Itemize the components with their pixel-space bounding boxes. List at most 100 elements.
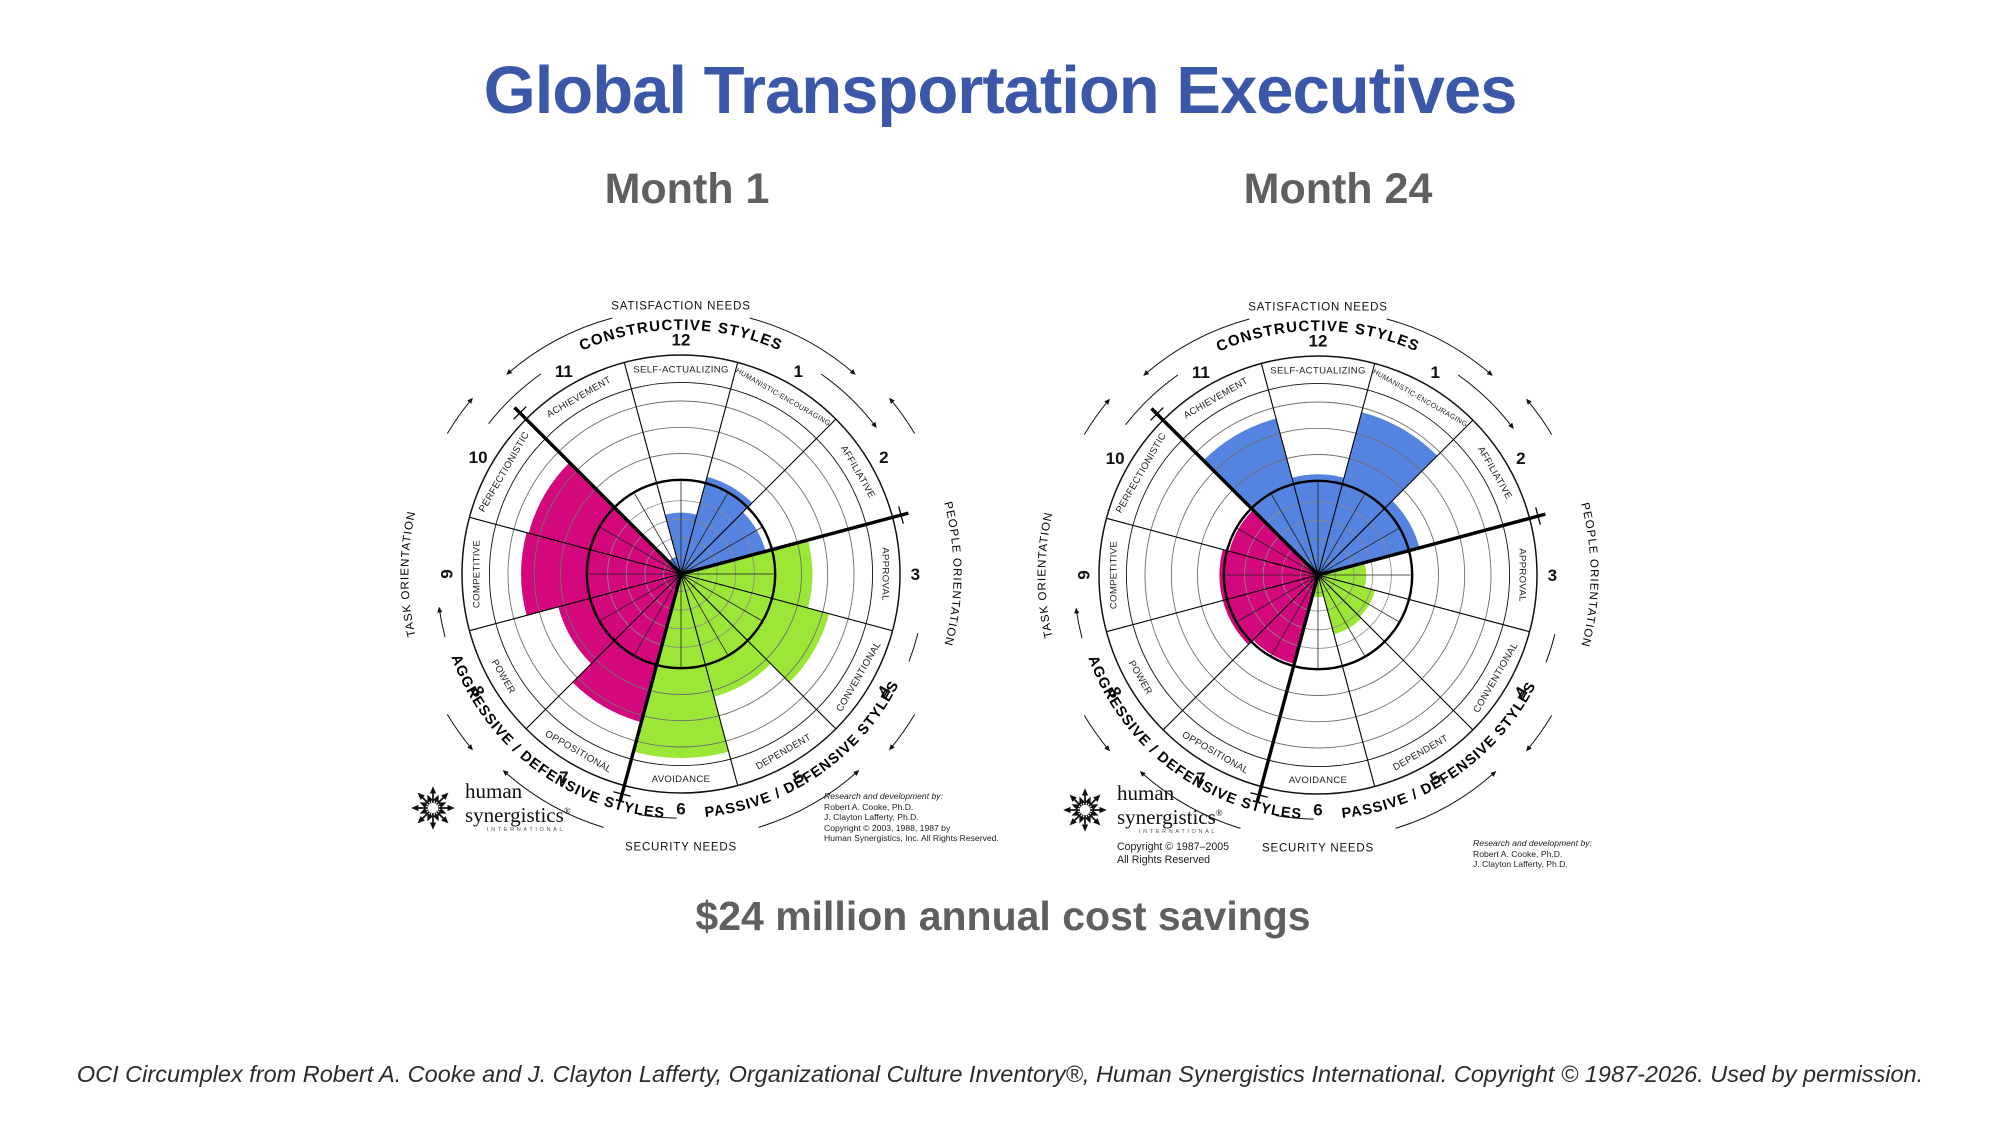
research-credit-line: J. Clayton Lafferty, Ph.D. [824,812,919,823]
segment-boundary-line [680,573,893,632]
arrow-arc [1083,715,1110,752]
segment-boundary-line [1317,419,1474,576]
clock-number: 11 [1192,363,1210,382]
arrow-arc [1143,318,1250,376]
clock-number: 7 [1196,769,1205,788]
style-label: COMPETITIVE [1109,541,1120,609]
segment-boundary-line [623,362,682,575]
slide-title: Global Transportation Executives [483,53,1518,128]
style-label: POWER [1126,659,1154,697]
research-credit-1: Research and development by: Robert A. Co… [824,791,999,844]
boundary-tick [613,791,631,797]
wedge-power [558,574,681,664]
logo-subtitle: INTERNATIONAL [1139,829,1218,835]
cluster-boundary-line [1150,407,1320,577]
segment-boundary-line [680,418,837,575]
leader-arc [638,814,677,819]
wedge-dependent [681,574,771,697]
spoke-minor [1270,493,1319,576]
wedge-humanistic-encouraging [1318,412,1438,575]
boundary-tick [513,406,527,420]
arrow-arc [1083,398,1110,435]
clock-number: 10 [469,448,488,467]
segment-boundary-line [1317,363,1376,576]
grid-ring [507,400,855,748]
arrow-arc [1526,715,1553,752]
segment-boundary-line [680,573,739,786]
research-credit-line: Research and development by: [824,791,943,801]
arrow-arc [820,373,877,429]
grid-ring [1144,401,1492,749]
grid-ring [560,453,802,695]
research-credit-line: J. Clayton Lafferty, Ph.D. [1473,859,1568,870]
segment-boundary-line [1162,574,1319,731]
style-label: ACHIEVEMENT [1182,376,1250,422]
clock-number: 2 [1516,449,1525,468]
style-label: DEPENDENT [1391,733,1450,773]
segment-boundary-line [469,516,682,575]
arrow-arc [1139,771,1241,829]
arrow-arc [446,714,473,751]
grid-ring [533,426,829,722]
spoke-minor [1317,574,1400,623]
human-synergistics-logo-2: human synergistics® INTERNATIONAL Copyri… [1058,783,1229,867]
segment-boundary-line [1106,517,1319,576]
spoke-minor [1317,574,1366,657]
grid-ring [488,381,874,767]
wedge-affiliative [681,512,766,574]
logo-text-block: human synergistics® INTERNATIONAL Copyri… [1117,783,1229,867]
clock-number: 12 [1309,332,1328,351]
spoke-minor [1236,527,1319,576]
research-credit-2: Research and development by: Robert A. Co… [1473,838,1592,870]
grid-ring [461,354,901,794]
clock-number: 3 [1548,566,1557,585]
satisfaction-needs-label: SATISFACTION NEEDS [1248,302,1387,314]
wedge-oppositional [572,574,681,723]
clock-number: 2 [879,448,888,467]
style-label: ACHIEVEMENT [545,375,613,421]
leader-arc [488,373,542,425]
arrow-arc [437,606,446,638]
spoke-minor [1317,493,1366,576]
logo-wordmark: human synergistics® [1117,781,1223,829]
arc-label-task: TASK ORIENTATION [399,510,418,638]
clock-number: 12 [672,331,691,350]
boundary-tick [1250,792,1268,798]
arrow-arc [889,714,916,751]
style-label: AVOIDANCE [652,774,711,785]
style-label: AVOIDANCE [1289,775,1348,786]
arrow-arc [749,317,856,375]
security-needs-label: SECURITY NEEDS [1262,842,1374,854]
spoke-minor [680,573,729,656]
spoke-minor [633,573,682,656]
arrow-arc [889,397,916,434]
synergistics-starburst-icon [1063,788,1107,832]
logo-wordmark: human synergistics® [465,779,571,827]
circumplex-chart-month-1: SELF-ACTUALIZING HUMANISTIC-ENCOURAGINGAF… [399,301,961,854]
segment-boundary-line [1317,574,1530,633]
arc-label-passive: PASSIVE / DEFENSIVE STYLES [1341,679,1540,822]
spoke-minor [1236,574,1319,623]
research-credit-line: Copyright © 2003, 1988, 1987 by [824,822,951,833]
style-label: SELF-ACTUALIZING [1270,366,1365,377]
spoke-minor [680,526,763,575]
style-label: SELF-ACTUALIZING [633,365,728,376]
research-credit-line: Research and development by: [1473,838,1592,848]
style-label: APPROVAL [1516,548,1527,602]
chart2-heading: Month 24 [1243,165,1433,213]
boundary-tick [1150,407,1164,421]
leader-arc [1275,815,1314,820]
leader-arc [1125,374,1179,426]
grid-ring [585,478,777,670]
style-label: COMPETITIVE [472,540,483,608]
style-label: AFFILIATIVE [1475,445,1514,502]
grid-ring [1125,382,1511,768]
arrow-arc [502,770,604,828]
wedge-conventional [681,574,830,683]
cluster-boundary-line [680,511,909,576]
logo-text-block: human synergistics® INTERNATIONAL [465,779,571,834]
attribution-footer: OCI Circumplex from Robert A. Cooke and … [76,1061,1924,1087]
style-label: APPROVAL [879,547,890,601]
arrow-arc [1074,607,1083,639]
leader-arc [908,632,919,662]
